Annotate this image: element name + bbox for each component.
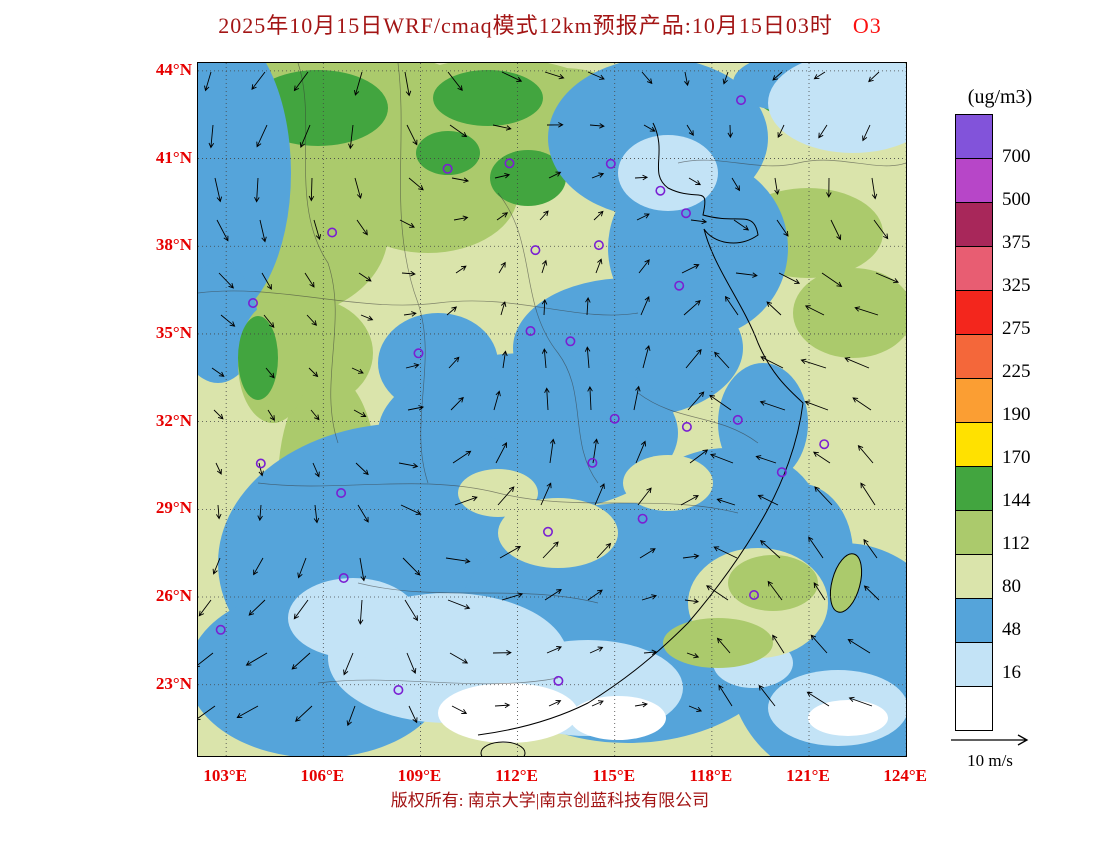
o3-field-white	[438, 683, 888, 743]
colorbar-band	[955, 554, 993, 599]
station-marker	[674, 280, 685, 291]
lat-axis-label: 23°N	[155, 673, 192, 693]
station-marker	[247, 298, 258, 309]
colorbar-tick-label: 16	[1002, 662, 1021, 683]
colorbar-band	[955, 642, 993, 687]
colorbar-band	[955, 114, 993, 159]
station-marker	[605, 158, 616, 169]
colorbar-tick-label: 275	[1002, 318, 1031, 339]
wind-scale-arrow-icon	[951, 734, 1029, 746]
lat-axis-label: 41°N	[155, 147, 192, 167]
colorbar-band	[955, 422, 993, 467]
colorbar-tick-label: 170	[1002, 447, 1031, 468]
lon-axis-label: 106°E	[300, 766, 345, 785]
species-label: O3	[852, 13, 882, 38]
station-marker	[413, 348, 424, 359]
station-marker	[525, 325, 536, 336]
station-marker	[776, 467, 787, 478]
colorbar-tick-label: 700	[1002, 146, 1031, 167]
lon-axis-label: 124°E	[883, 766, 927, 785]
station-marker	[593, 240, 604, 251]
colorbar-band	[955, 378, 993, 423]
colorbar-band	[955, 686, 993, 731]
station-marker	[530, 245, 541, 256]
colorbar-tick-label: 190	[1002, 404, 1031, 425]
page-title: 2025年10月15日WRF/cmaq模式12km预报产品:10月15日03时 O…	[0, 8, 1100, 40]
lon-axis-label: 115°E	[592, 766, 636, 785]
colorbar-tick-label: 48	[1002, 619, 1021, 640]
lat-axis-label: 38°N	[155, 235, 192, 255]
station-marker	[681, 421, 692, 432]
station-marker	[637, 513, 648, 524]
lat-axis-label: 29°N	[155, 498, 192, 518]
colorbar-tick-label: 325	[1002, 275, 1031, 296]
wind-scale-label: 10 m/s	[967, 750, 1013, 770]
colorbar	[955, 114, 993, 731]
copyright: 版权所有: 南京大学|南京创蓝科技有限公司	[390, 791, 710, 810]
station-marker	[338, 572, 349, 583]
lat-axis-label: 35°N	[155, 322, 192, 342]
lon-axis-label: 109°E	[397, 766, 442, 785]
colorbar-tick-label: 375	[1002, 232, 1031, 253]
station-marker	[255, 458, 266, 469]
colorbar-band	[955, 598, 993, 643]
station-marker	[732, 414, 743, 425]
colorbar-tick-label: 225	[1002, 361, 1031, 382]
station-marker	[504, 158, 515, 169]
wind-vectors	[198, 71, 899, 727]
map-canvas	[198, 63, 906, 756]
lat-axis-label: 44°N	[155, 59, 192, 79]
station-marker	[819, 439, 830, 450]
colorbar-band	[955, 202, 993, 247]
lon-axis-label: 121°E	[786, 766, 830, 785]
station-marker	[587, 457, 598, 468]
colorbar-tick-label: 112	[1002, 533, 1030, 554]
colorbar-band	[955, 466, 993, 511]
station-marker	[542, 526, 553, 537]
station-marker	[393, 684, 404, 695]
station-marker	[609, 413, 620, 424]
o3-field-coastal-overlay	[238, 303, 862, 668]
colorbar-tick-label: 80	[1002, 576, 1021, 597]
colorbar-tick-label: 144	[1002, 490, 1031, 511]
station-marker	[735, 95, 746, 106]
station-marker	[336, 487, 347, 498]
title-text: 2025年10月15日WRF/cmaq模式12km预报产品:10月15日03时	[218, 13, 833, 38]
colorbar-band	[955, 334, 993, 379]
station-marker	[327, 227, 338, 238]
lat-axis-label: 32°N	[155, 410, 192, 430]
map-frame	[197, 62, 907, 757]
lat-axis-label: 26°N	[155, 586, 192, 606]
colorbar-band	[955, 246, 993, 291]
province-borders	[198, 63, 906, 685]
colorbar-band	[955, 290, 993, 335]
lon-axis-label: 118°E	[689, 766, 733, 785]
colorbar-unit: (ug/m3)	[967, 86, 1033, 108]
station-marker	[215, 624, 226, 635]
station-marker	[553, 675, 564, 686]
colorbar-band	[955, 510, 993, 555]
station-marker	[442, 163, 453, 174]
station-markers	[215, 95, 830, 695]
station-marker	[748, 589, 759, 600]
coastline	[477, 122, 863, 756]
lon-axis-label: 103°E	[203, 766, 247, 785]
colorbar-tick-labels: 700 500 375 325 275 225 190 170 144 112 80 48 16	[1002, 115, 1074, 719]
wind-scale-legend: 10 m/s	[934, 731, 1046, 770]
colorbar-band	[955, 158, 993, 203]
station-marker	[680, 208, 691, 219]
lon-axis-label: 112°E	[495, 766, 538, 785]
station-marker	[655, 185, 666, 196]
station-marker	[565, 336, 576, 347]
colorbar-tick-label: 500	[1002, 189, 1031, 210]
